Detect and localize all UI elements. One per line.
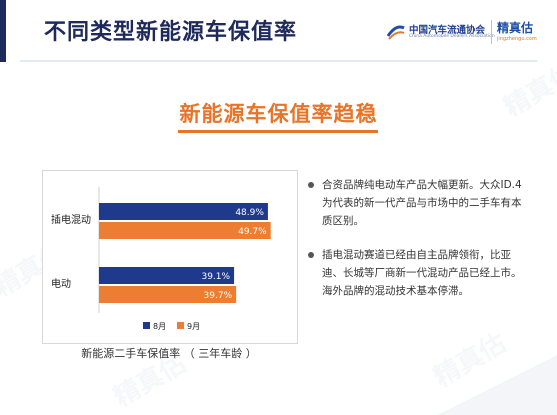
bar xyxy=(99,222,271,239)
page-title: 不同类型新能源车保值率 xyxy=(44,20,298,45)
header-divider xyxy=(20,60,537,62)
bullet-item: 插电混动赛道已经由自主品牌领衔，比亚迪、长城等厂商新一代混动产品已经上市。海外品… xyxy=(306,246,528,300)
data-label: 49.7% xyxy=(238,227,267,237)
data-label: 39.7% xyxy=(204,291,233,301)
section-band: 新能源车保值率趋稳 xyxy=(0,92,557,138)
jzg-logo-subtext: jingzhengu.com xyxy=(497,36,537,42)
legend-swatch xyxy=(177,322,184,329)
legend-label: 8月 xyxy=(153,322,166,331)
cada-logo-subtext: China Automobile Dealers Association xyxy=(409,34,495,39)
data-label: 48.9% xyxy=(235,208,264,218)
logo-divider xyxy=(491,20,492,44)
corner-decoration xyxy=(437,355,557,415)
category-label: 插电混动 xyxy=(51,213,91,226)
category-label: 电动 xyxy=(51,277,71,290)
cada-logo-text: 中国汽车流通协会 xyxy=(409,25,486,36)
jzg-logo: 精真估 jingzhengu.com xyxy=(497,19,537,42)
data-label: 39.1% xyxy=(201,272,230,282)
chart-caption: 新能源二手车保值率 （ 三年车龄 ） xyxy=(81,347,257,360)
section-title: 新能源车保值率趋稳 xyxy=(179,102,378,126)
bar xyxy=(99,286,237,303)
jzg-logo-text: 精真估 xyxy=(497,21,534,35)
header: 不同类型新能源车保值率 中国汽车流通协会 China Automobile De… xyxy=(0,0,557,62)
bullet-item: 合资品牌纯电动车产品大幅更新。大众ID.4为代表的新一代产品与市场中的二手车有本… xyxy=(306,176,528,230)
header-accent-bar xyxy=(0,0,6,62)
cada-logo: 中国汽车流通协会 China Automobile Dealers Associ… xyxy=(386,20,495,46)
legend-label: 9月 xyxy=(187,322,200,331)
bullet-dot-icon xyxy=(308,182,314,188)
bar xyxy=(99,203,268,220)
bullet-text: 插电混动赛道已经由自主品牌领衔，比亚迪、长城等厂商新一代混动产品已经上市。海外品… xyxy=(322,249,522,297)
bar-chart: 插电混动 48.9% 49.7% 电动 39.1% 39.7% 8月 9月 xyxy=(51,187,271,331)
bar-chart-panel: 插电混动 48.9% 49.7% 电动 39.1% 39.7% 8月 9月 xyxy=(42,170,298,344)
bullet-text: 合资品牌纯电动车产品大幅更新。大众ID.4为代表的新一代产品与市场中的二手车有本… xyxy=(322,179,522,227)
bullet-dot-icon xyxy=(308,252,314,258)
section-title-underline xyxy=(178,130,378,133)
bar xyxy=(99,267,235,284)
bullet-list: 合资品牌纯电动车产品大幅更新。大众ID.4为代表的新一代产品与市场中的二手车有本… xyxy=(306,176,528,316)
cada-logo-icon xyxy=(386,25,405,40)
legend-swatch xyxy=(143,322,150,329)
